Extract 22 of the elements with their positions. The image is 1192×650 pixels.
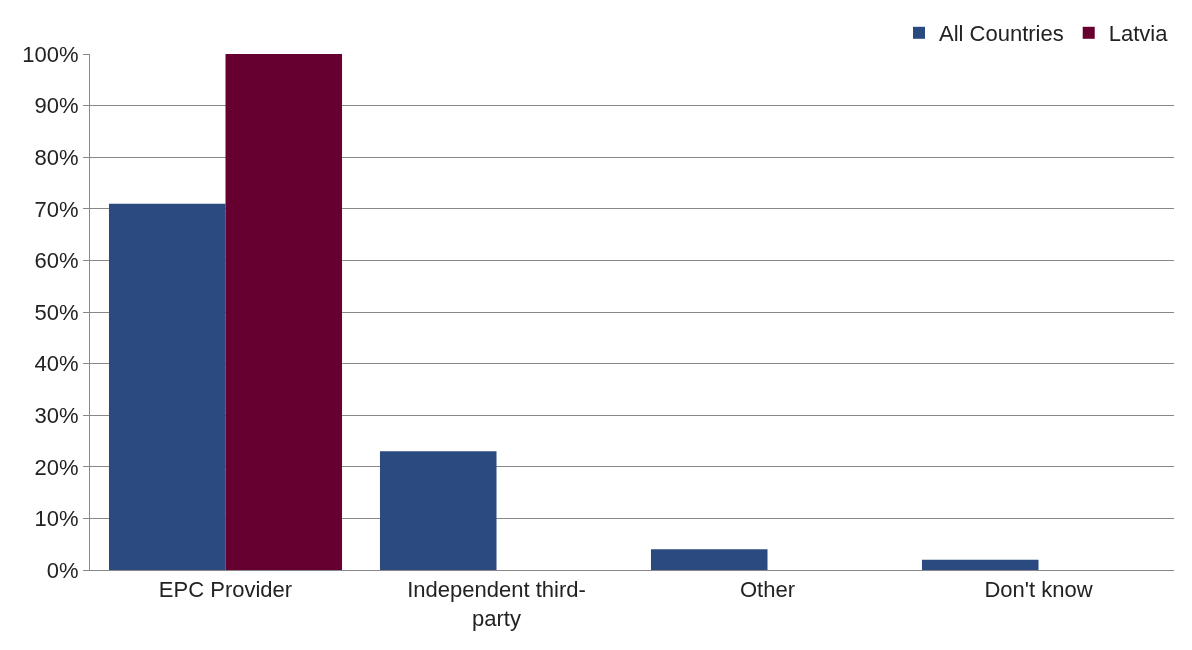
bar xyxy=(379,451,497,570)
bar xyxy=(225,54,343,570)
y-tick-label: 100% xyxy=(22,41,79,67)
y-tick-label: 70% xyxy=(34,196,79,222)
x-tick-label: Don't know xyxy=(984,577,1093,603)
y-tick-label: 30% xyxy=(34,402,79,428)
legend-label: All Countries xyxy=(939,21,1064,47)
bar xyxy=(108,203,226,570)
bar xyxy=(650,549,768,570)
x-tick-label: EPC Provider xyxy=(158,577,293,603)
y-tick-label: 40% xyxy=(34,351,79,377)
legend-label: Latvia xyxy=(1108,21,1169,47)
y-tick-label: 80% xyxy=(34,144,79,170)
y-tick-label: 50% xyxy=(34,299,79,325)
y-tick-label: 90% xyxy=(34,93,79,119)
x-tick-label: Other xyxy=(739,577,796,603)
x-tick-label: Independent third-party xyxy=(407,577,586,631)
bar xyxy=(921,559,1039,570)
y-tick-label: 20% xyxy=(34,454,79,480)
y-tick-label: 60% xyxy=(34,248,79,274)
y-tick-label: 0% xyxy=(46,557,79,583)
y-tick-label: 10% xyxy=(34,506,79,532)
